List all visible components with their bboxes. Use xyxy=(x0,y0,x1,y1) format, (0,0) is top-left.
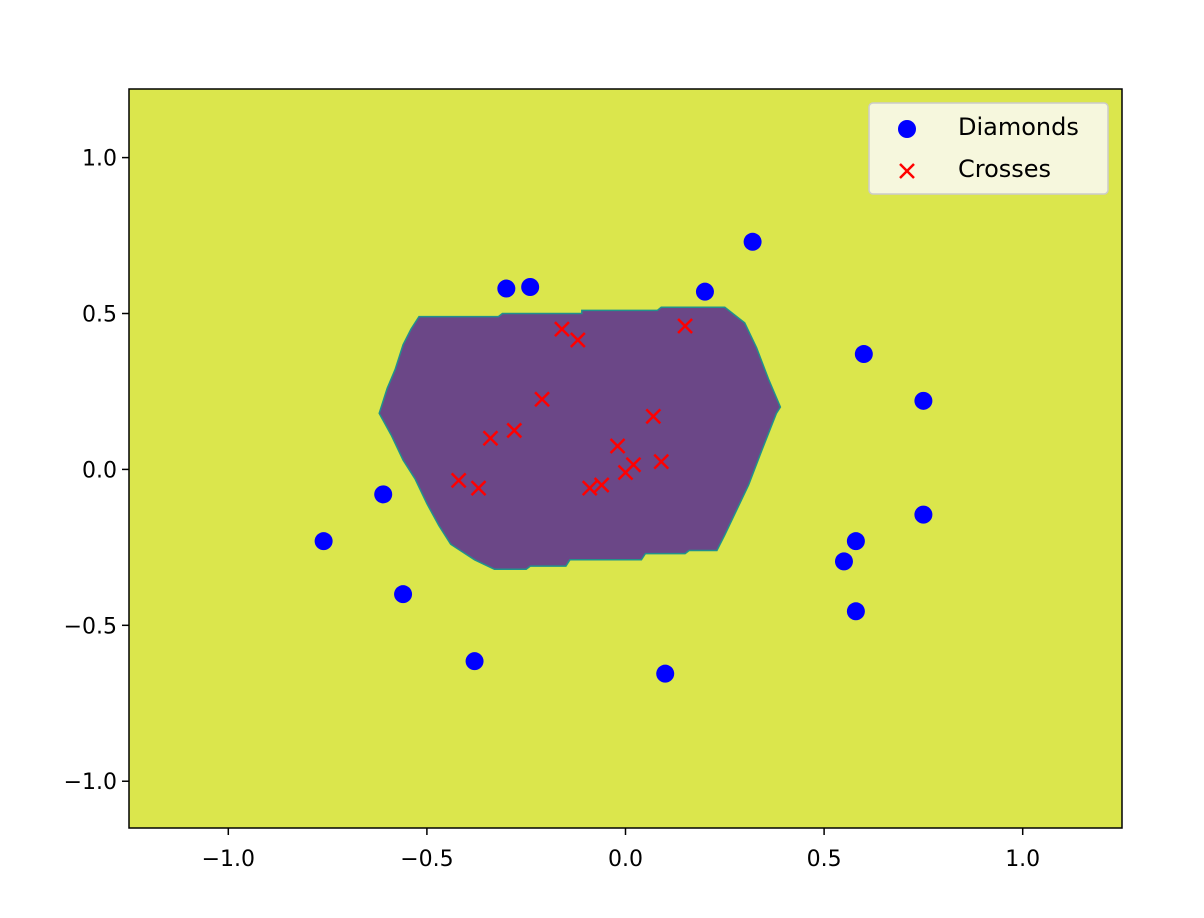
point-diamonds-10 xyxy=(656,664,675,683)
point-crosses-13 xyxy=(593,477,610,493)
cross-stroke xyxy=(554,321,570,337)
point-crosses-4 xyxy=(482,430,499,447)
point-diamonds-12 xyxy=(834,552,853,571)
cross-stroke xyxy=(645,408,662,425)
point-diamonds-8 xyxy=(394,585,413,604)
point-crosses-6 xyxy=(450,472,467,489)
point-diamonds-1 xyxy=(521,278,540,297)
cross-stroke xyxy=(617,464,634,481)
legend-label-crosses: Crosses xyxy=(958,155,1051,183)
point-crosses-11 xyxy=(617,464,634,481)
point-diamonds-7 xyxy=(314,532,333,551)
point-diamonds-5 xyxy=(914,391,933,410)
cross-stroke xyxy=(609,438,626,454)
point-diamonds-13 xyxy=(914,505,933,524)
point-crosses-1 xyxy=(569,332,586,348)
legend-label-diamonds: Diamonds xyxy=(958,113,1079,141)
x-tick-label: −1.0 xyxy=(202,847,255,872)
x-tick-label: −0.5 xyxy=(400,847,453,872)
point-diamonds-11 xyxy=(846,532,865,551)
y-tick-label: 1.0 xyxy=(82,147,117,172)
point-crosses-8 xyxy=(609,438,626,454)
legend-marker-crosses xyxy=(899,163,915,179)
point-diamonds-4 xyxy=(854,345,873,364)
cross-stroke xyxy=(677,318,693,334)
point-diamonds-3 xyxy=(743,232,762,251)
legend-box xyxy=(868,102,1109,195)
point-diamonds-2 xyxy=(695,282,714,301)
cross-stroke xyxy=(506,422,523,439)
y-axis: 1.0 0.5 0.0 −0.5 −1.0 xyxy=(64,147,129,795)
y-tick-label: −0.5 xyxy=(64,614,117,639)
cross-stroke xyxy=(450,472,467,489)
data-points xyxy=(314,232,933,683)
cross-stroke xyxy=(470,480,487,497)
legend: Diamonds Crosses xyxy=(868,102,1109,195)
point-crosses-0 xyxy=(554,321,570,337)
decision-region xyxy=(378,306,782,570)
point-crosses-12 xyxy=(653,453,670,470)
cross-stroke xyxy=(653,453,670,470)
x-tick-label: 0.5 xyxy=(807,847,842,872)
cross-stroke xyxy=(593,477,610,493)
cross-stroke xyxy=(899,163,915,179)
x-axis: −1.0 −0.5 0.0 0.5 1.0 xyxy=(202,828,1040,872)
y-tick-label: −1.0 xyxy=(64,770,117,795)
point-crosses-14 xyxy=(581,480,598,497)
point-crosses-7 xyxy=(470,480,487,497)
y-tick-label: 0.5 xyxy=(82,303,117,328)
x-tick-label: 1.0 xyxy=(1005,847,1040,872)
point-diamonds-9 xyxy=(465,652,484,671)
y-tick-label: 0.0 xyxy=(82,458,117,483)
point-diamonds-6 xyxy=(374,485,393,504)
point-diamonds-0 xyxy=(497,279,516,298)
cross-stroke xyxy=(581,480,598,497)
point-crosses-5 xyxy=(506,422,523,439)
cross-stroke xyxy=(534,391,550,408)
legend-marker-diamonds xyxy=(898,120,916,138)
cross-stroke xyxy=(569,332,586,348)
point-crosses-3 xyxy=(534,391,550,408)
point-crosses-2 xyxy=(677,318,693,334)
point-diamonds-14 xyxy=(846,602,865,621)
point-crosses-9 xyxy=(645,408,662,425)
x-tick-label: 0.0 xyxy=(608,847,643,872)
cross-stroke xyxy=(482,430,499,447)
